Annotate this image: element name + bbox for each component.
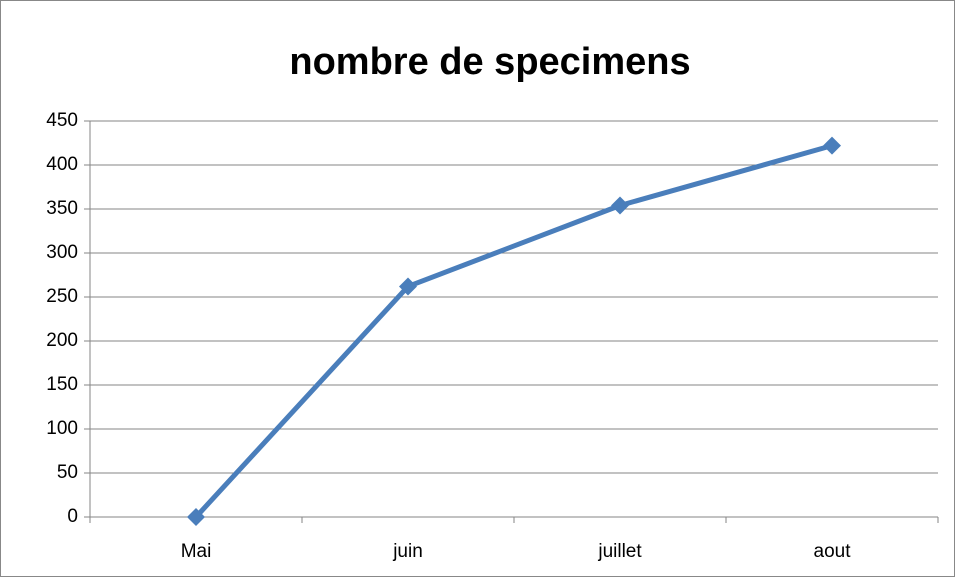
y-tick-label: 300	[46, 242, 78, 263]
y-tick-label: 400	[46, 154, 78, 175]
y-tick-label: 200	[46, 330, 78, 351]
y-tick-label: 450	[46, 110, 78, 131]
y-tick-label: 150	[46, 374, 78, 395]
y-tick-label: 50	[57, 462, 78, 483]
data-point	[399, 277, 417, 296]
x-tick-label: aout	[814, 541, 852, 562]
chart-title: nombre de specimens	[289, 41, 690, 83]
y-tick-label: 350	[46, 198, 78, 219]
series-line	[194, 143, 833, 519]
data-point	[611, 196, 629, 215]
y-tick-label: 100	[46, 418, 78, 439]
data-point	[823, 136, 841, 155]
x-tick-label: Mai	[181, 541, 212, 562]
x-tick-label: juin	[392, 541, 423, 562]
x-tick-label: juillet	[597, 541, 642, 562]
y-tick-label: 0	[67, 506, 78, 527]
y-tick-label: 250	[46, 286, 78, 307]
data-point	[187, 508, 205, 526]
